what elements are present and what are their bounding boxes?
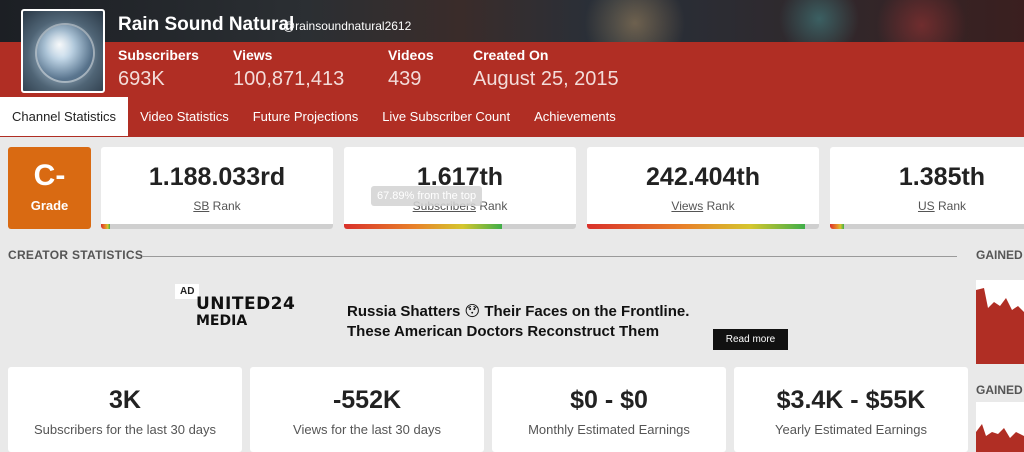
section-title-creator-statistics: CREATOR STATISTICS [8, 248, 144, 262]
rank-link[interactable]: SB [193, 199, 210, 213]
gained-chart-svg [976, 424, 1024, 452]
grade-value: C- [33, 159, 66, 192]
ad-headline-line2: These American Doctors Reconstruct Them [347, 323, 660, 340]
channel-header [0, 0, 1024, 97]
stat-label: Created On [473, 47, 549, 63]
avatar[interactable] [21, 9, 105, 93]
rank-label: SB Rank [101, 199, 333, 213]
rank-card-sb: 1.188.033rd SB Rank [101, 147, 333, 229]
rank-link[interactable]: Views [671, 199, 704, 213]
rank-suffix: Rank [938, 199, 967, 213]
rank-suffix: Rank [212, 199, 241, 213]
rank-bar [344, 224, 576, 229]
stat-label: Videos [388, 47, 434, 63]
stat-label: Subscribers [118, 47, 199, 63]
section-divider [142, 256, 957, 257]
rank-bar-fill [830, 224, 844, 229]
stat-value: August 25, 2015 [473, 68, 619, 90]
ad-read-more-button[interactable]: Read more [713, 329, 788, 350]
rank-suffix: Rank [479, 199, 508, 213]
rank-suffix: Rank [706, 199, 735, 213]
rank-bar [830, 224, 1024, 229]
ad-tag: AD [175, 284, 200, 299]
gained-chart-partial [976, 280, 1024, 364]
ad-logo[interactable]: UNITED24 MEDIA [196, 294, 296, 329]
summary-value: $3.4K - $55K [776, 386, 926, 414]
section-title-gained: GAINED [976, 383, 1023, 397]
rank-card-views: 242.404th Views Rank [587, 147, 819, 229]
section-title-gained: GAINED [976, 248, 1023, 262]
stat-views: Views 100,871,413 [233, 47, 344, 91]
summary-value: 3K [109, 386, 141, 414]
gained-chart-partial [976, 402, 1024, 452]
tab-future-projections[interactable]: Future Projections [252, 109, 359, 124]
summary-value: $0 - $0 [570, 386, 648, 414]
rank-tooltip: 67.89% from the top [371, 186, 483, 206]
summary-value: -552K [332, 386, 402, 414]
rank-bar-fill [587, 224, 806, 229]
summary-label: Views for the last 30 days [293, 422, 441, 437]
grade-badge: C- Grade [8, 147, 91, 229]
rank-value: 242.404th [646, 163, 760, 191]
rank-bar [587, 224, 819, 229]
tab-bar: Channel Statistics Video Statistics Futu… [0, 97, 1024, 137]
rank-value: 1.188.033rd [148, 163, 286, 191]
summary-card-yearly-earnings: $3.4K - $55K Yearly Estimated Earnings [734, 367, 968, 452]
stat-subscribers: Subscribers 693K [118, 47, 199, 91]
rank-bar-fill [101, 224, 111, 229]
stat-value: 100,871,413 [233, 68, 345, 90]
rank-bar [101, 224, 333, 229]
summary-label: Subscribers for the last 30 days [33, 422, 217, 437]
stat-label: Views [233, 47, 273, 63]
rank-link[interactable]: US [917, 199, 935, 213]
summary-card-subscribers: 3K Subscribers for the last 30 days [8, 367, 242, 452]
ad-logo-bottom: MEDIA [196, 313, 248, 329]
tab-achievements[interactable]: Achievements [534, 109, 616, 124]
channel-name[interactable]: Rain Sound Natural [118, 14, 295, 35]
summary-label: Monthly Estimated Earnings [528, 422, 690, 437]
summary-card-monthly-earnings: $0 - $0 Monthly Estimated Earnings [492, 367, 726, 452]
stat-created-on: Created On August 25, 2015 [473, 47, 619, 91]
grade-label: Grade [30, 198, 69, 213]
rank-label: US Rank [860, 199, 1024, 213]
rank-value: 1.385th [898, 163, 986, 191]
gained-area [976, 288, 1024, 364]
rank-bar-fill [344, 224, 502, 229]
summary-label: Yearly Estimated Earnings [775, 422, 927, 437]
tab-live-subscriber-count[interactable]: Live Subscriber Count [382, 109, 511, 124]
ad-headline[interactable]: Russia Shatters 😯 Their Faces on the Fro… [347, 302, 689, 342]
rank-card-us: 1.385th US Rank [830, 147, 1024, 229]
tab-channel-statistics[interactable]: Channel Statistics [0, 97, 129, 136]
stat-value: 439 [388, 68, 422, 90]
summary-card-views: -552K Views for the last 30 days [250, 367, 484, 452]
stat-value: 693K [118, 68, 165, 90]
gained-chart-svg [976, 288, 1024, 364]
stat-videos: Videos 439 [388, 47, 434, 91]
tab-video-statistics[interactable]: Video Statistics [140, 109, 229, 124]
rank-label: Views Rank [587, 199, 819, 213]
gained-area [976, 424, 1024, 452]
channel-handle: @rainsoundnatural2612 [283, 19, 412, 33]
ad-logo-top: UNITED24 [196, 294, 296, 314]
ad-headline-line1: Russia Shatters 😯 Their Faces on the Fro… [347, 303, 690, 320]
header-banner [0, 0, 1024, 42]
